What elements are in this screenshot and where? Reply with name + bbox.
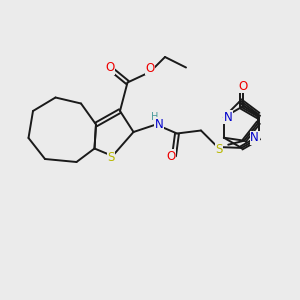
Text: O: O: [167, 149, 176, 163]
Text: N: N: [224, 111, 233, 124]
Text: O: O: [238, 80, 247, 93]
Text: S: S: [215, 143, 223, 156]
Text: O: O: [146, 62, 154, 75]
Text: O: O: [105, 61, 114, 74]
Text: N: N: [154, 118, 164, 131]
Text: H: H: [151, 112, 158, 122]
Text: N: N: [250, 131, 259, 144]
Text: S: S: [107, 151, 115, 164]
